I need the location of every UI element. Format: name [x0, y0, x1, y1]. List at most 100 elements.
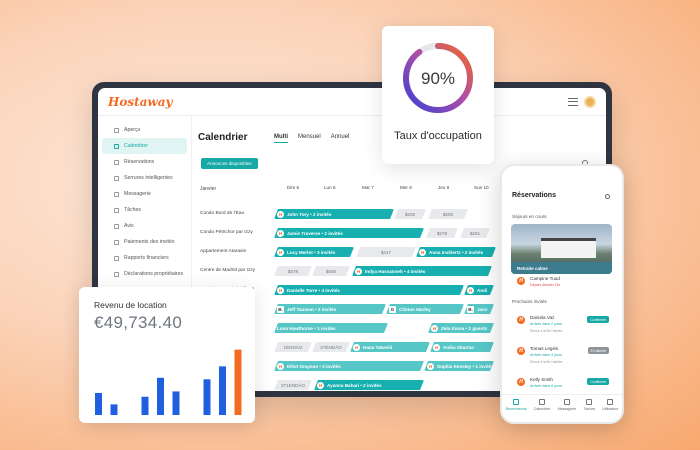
status-badge: En attente	[587, 347, 609, 354]
bookings-icon	[114, 159, 119, 165]
sidebar-item-serrures[interactable]: Serrures intelligentes	[102, 170, 187, 186]
user-avatar[interactable]	[584, 95, 596, 108]
hostaway-icon: H	[468, 287, 473, 293]
star-icon	[114, 223, 119, 229]
upcoming-guest-row[interactable]: H Daniela Vaz Arrivée dans 2 jours Confi…	[511, 310, 615, 338]
sidebar-item-label: Rapports financiers	[124, 255, 169, 261]
mobile-title: Réservations	[512, 192, 556, 199]
revenue-bar	[95, 392, 102, 415]
upcoming-guest-row[interactable]: H Tomas Legési Arrivée dans 4 jours En a…	[511, 341, 615, 369]
day-header: Dim 6	[287, 185, 299, 190]
app-logo[interactable]: Hostaway	[108, 94, 173, 109]
guest-arrival: Arrivée dans 2 jours	[530, 322, 562, 326]
property-name[interactable]: Condo Bord de l'Eau	[200, 211, 245, 216]
sidebar-item-declarations[interactable]: Déclarations propriétaires	[102, 266, 187, 282]
nav-calendrier[interactable]: Calendrier	[534, 399, 550, 416]
available-listings-button[interactable]: Annonces disponibles	[201, 158, 258, 169]
upcoming-guest-row[interactable]: H Kelly Smith Arrivée dans 6 jours Confi…	[511, 372, 615, 400]
sidebar-item-paiements[interactable]: Paiements des invités	[102, 234, 187, 250]
day-header: Jeu 9	[438, 185, 450, 190]
price-cell[interactable]: $506	[312, 266, 350, 276]
reservation-bar[interactable]: H Anna Inslitertz • 2 invités	[416, 247, 496, 257]
tasks-icon	[586, 399, 593, 405]
hostaway-icon: H	[278, 211, 283, 217]
guest-note: Retour à la file Habitée	[530, 360, 563, 364]
sidebar-item-label: Serrures intelligentes	[124, 175, 173, 181]
sidebar-item-messagerie[interactable]: Messagerie	[102, 186, 187, 202]
property-photo[interactable]: Retraite calme	[511, 224, 612, 274]
reservation-bar[interactable]: H Ayanna Bahari • 2 invités	[314, 380, 424, 390]
reservation-bar[interactable]: B. Jaso	[464, 304, 494, 314]
hostaway-icon: H	[428, 363, 433, 369]
tab-mensuel[interactable]: Mensuel	[298, 134, 321, 140]
sidebar-item-reservations[interactable]: Réservations	[102, 154, 187, 170]
current-guest-row[interactable]: H Campine Tuud Départ demain 11h	[511, 271, 615, 299]
payment-icon	[114, 239, 119, 245]
revenue-bar	[172, 391, 180, 415]
reservation-bar[interactable]: H Danielle Torre • 4 invités	[274, 285, 464, 295]
reservation-bar[interactable]: H Sophia Kensley • 1 invités	[424, 361, 494, 371]
reservation-bar[interactable]: H Lucy Merlot • 3 invités	[274, 247, 354, 257]
revenue-card: Revenu de location €49,734.40	[79, 287, 255, 423]
reservation-bar[interactable]: H Andi	[464, 285, 494, 295]
guest-name: Tomas Legési	[530, 346, 559, 351]
page-title: Calendrier	[198, 132, 248, 143]
search-icon[interactable]	[605, 194, 610, 199]
mobile-app: Réservations Séjours en cours Retraite c…	[500, 164, 624, 424]
top-bar: Hostaway	[98, 88, 606, 116]
revenue-value: €49,734.40	[94, 313, 183, 332]
hostaway-icon: H	[354, 344, 359, 350]
tab-multi[interactable]: Multi	[274, 134, 288, 143]
nav-utilisateur[interactable]: Utilisateur	[602, 399, 618, 416]
hostaway-icon: H	[432, 325, 437, 331]
menu-icon[interactable]	[568, 97, 578, 106]
reservation-bar[interactable]: Luna Hawthorne • 1 invités	[274, 323, 388, 333]
reservation-bar[interactable]: H Indya Hassanneh • 4 invités	[352, 266, 492, 276]
nav-reservations[interactable]: Réservations	[506, 399, 527, 416]
revenue-bar	[234, 349, 242, 415]
price-cell[interactable]: $261	[460, 228, 490, 238]
sidebar-item-label: Aperçu	[124, 127, 141, 133]
nav-taches[interactable]: Tâches	[583, 399, 595, 416]
reservation-bar[interactable]: H Jamie Traverse • 2 invités	[274, 228, 424, 238]
sidebar-item-label: Tâches	[124, 207, 142, 213]
house-illustration	[541, 238, 596, 258]
sidebar-item-calendrier[interactable]: Calendrier	[102, 138, 187, 154]
blocked-cell[interactable]: 1ÉNDÁO	[274, 342, 312, 352]
sidebar-item-apercu[interactable]: Aperçu	[102, 122, 187, 138]
sidebar-item-rapports[interactable]: Rapports financiers	[102, 250, 187, 266]
reservation-bar[interactable]: H Anika Sharma	[430, 342, 494, 352]
reservation-bar[interactable]: H Elliot Grayson • 2 invités	[274, 361, 424, 371]
reservation-bar[interactable]: G Clinton Marley	[386, 304, 464, 314]
sidebar-item-avis[interactable]: Avis	[102, 218, 187, 234]
hostaway-icon: H	[517, 316, 525, 324]
nav-messagerie[interactable]: Messagerie	[558, 399, 576, 416]
price-cell[interactable]: $279	[426, 228, 458, 238]
sidebar-item-taches[interactable]: Tâches	[102, 202, 187, 218]
property-name[interactable]: Condo Pétrichor par Izzy	[200, 230, 253, 235]
photo-caption: Retraite calme	[517, 266, 548, 271]
status-badge: Confirmée	[587, 378, 609, 385]
reservation-bar[interactable]: B. Jeff Tauman • 2 invités	[274, 304, 386, 314]
view-tabs: Multi Mensuel Annuel	[274, 134, 349, 143]
price-cell[interactable]: $478	[274, 266, 312, 276]
reservation-bar[interactable]: H Zela Kiona • 2 guests	[428, 323, 494, 333]
property-name[interactable]: Centre de Madrid par Izzy	[200, 268, 256, 273]
sidebar-item-label: Paiements des invités	[124, 239, 175, 245]
occupancy-card: 90% Taux d'occupation	[382, 26, 494, 164]
price-cell[interactable]: $417	[356, 247, 416, 257]
blocked-cell[interactable]: 371ÉNDÁO	[274, 380, 312, 390]
reservation-bar[interactable]: H Hana Takeshi	[350, 342, 430, 352]
price-cell[interactable]: $200	[394, 209, 426, 219]
reservation-bar[interactable]: H John Tory • 2 invités	[274, 209, 394, 219]
sidebar-item-label: Déclarations propriétaires	[124, 271, 184, 277]
ring-progress	[403, 43, 473, 113]
hostaway-icon: H	[517, 277, 525, 285]
guest-arrival: Arrivée dans 4 jours	[530, 353, 562, 357]
property-name[interactable]: Appartement Ataraxie	[200, 249, 247, 254]
price-cell[interactable]: $200	[428, 209, 468, 219]
tab-annuel[interactable]: Annuel	[330, 134, 350, 140]
calendar-main: Calendrier Multi Mensuel Annuel Annonces…	[198, 116, 606, 391]
blocked-cell[interactable]: 27ÉNDÁO	[312, 342, 350, 352]
google-icon: G	[390, 306, 395, 312]
